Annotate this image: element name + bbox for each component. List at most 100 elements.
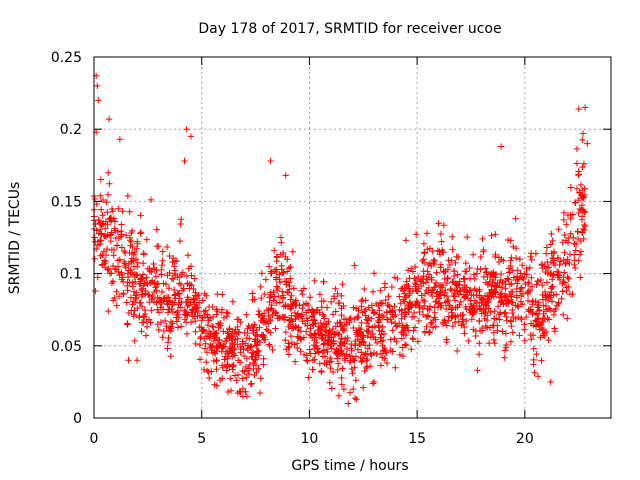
- data-point: [391, 320, 399, 327]
- data-point: [524, 280, 532, 288]
- data-point: [449, 246, 456, 253]
- data-point: [338, 335, 345, 342]
- data-point: [183, 126, 190, 133]
- data-point: [518, 316, 525, 323]
- data-point: [115, 234, 123, 242]
- data-point: [165, 284, 173, 292]
- x-tick-label: 15: [408, 431, 426, 447]
- data-point: [494, 303, 502, 310]
- data-point: [341, 352, 348, 360]
- data-point: [492, 283, 499, 290]
- data-point: [444, 275, 452, 282]
- data-point: [160, 296, 167, 304]
- data-point: [519, 274, 526, 281]
- data-point: [265, 263, 273, 270]
- data-point: [546, 306, 554, 314]
- data-point: [146, 267, 154, 275]
- data-point: [420, 249, 428, 256]
- data-point: [279, 270, 286, 277]
- data-point: [576, 205, 584, 213]
- data-point: [462, 259, 470, 267]
- data-point: [497, 291, 504, 298]
- data-point: [319, 353, 327, 360]
- data-point: [159, 248, 166, 255]
- data-point: [376, 327, 383, 335]
- data-point: [226, 325, 233, 332]
- data-point: [247, 381, 254, 388]
- data-point: [405, 302, 412, 310]
- data-point: [257, 283, 264, 291]
- data-point: [451, 290, 458, 298]
- data-point: [465, 337, 472, 345]
- data-point: [567, 230, 574, 237]
- data-point: [257, 375, 264, 382]
- data-point: [433, 298, 440, 305]
- data-point: [438, 238, 445, 245]
- data-point: [272, 309, 280, 317]
- data-point: [491, 339, 499, 347]
- data-point: [460, 294, 468, 301]
- data-point: [431, 283, 439, 291]
- data-point: [415, 304, 423, 311]
- data-point: [309, 309, 317, 316]
- data-point: [291, 358, 299, 365]
- data-point: [247, 343, 255, 351]
- data-point: [462, 303, 469, 311]
- data-point: [266, 315, 274, 323]
- data-point: [113, 302, 120, 309]
- data-point: [332, 308, 339, 315]
- data-point: [577, 181, 585, 189]
- data-point: [577, 237, 585, 245]
- data-point: [92, 287, 99, 295]
- data-point: [426, 303, 434, 310]
- data-point: [382, 296, 389, 304]
- data-point: [501, 354, 508, 361]
- data-point: [419, 257, 426, 265]
- data-point: [205, 303, 213, 311]
- data-point: [223, 309, 230, 316]
- data-point: [463, 268, 470, 275]
- data-point: [501, 293, 509, 301]
- data-point: [240, 346, 247, 353]
- data-point: [311, 317, 318, 324]
- data-point: [415, 273, 422, 281]
- data-point: [210, 323, 217, 331]
- data-point: [188, 282, 195, 289]
- data-point: [482, 265, 489, 272]
- data-point: [368, 315, 375, 322]
- data-point: [434, 247, 442, 254]
- data-point: [258, 294, 265, 302]
- data-point: [282, 328, 290, 336]
- data-point: [428, 262, 435, 270]
- data-point: [480, 246, 487, 254]
- data-point: [182, 319, 190, 326]
- data-point: [503, 317, 510, 324]
- data-point: [408, 313, 416, 321]
- data-point: [387, 308, 394, 315]
- data-point: [498, 290, 505, 297]
- data-point: [288, 325, 296, 332]
- data-point: [204, 367, 211, 375]
- data-point: [283, 268, 291, 275]
- data-point: [346, 389, 354, 396]
- data-point: [340, 325, 348, 333]
- data-point: [512, 245, 520, 252]
- data-point: [229, 362, 237, 370]
- data-point: [518, 284, 525, 291]
- data-point: [91, 234, 98, 241]
- data-point: [327, 339, 334, 346]
- data-point: [502, 292, 510, 299]
- data-point: [510, 243, 517, 250]
- data-point: [539, 264, 546, 272]
- data-point: [169, 258, 176, 266]
- data-point: [416, 302, 423, 310]
- data-point: [432, 298, 439, 306]
- data-point: [297, 348, 304, 355]
- data-point: [128, 258, 135, 265]
- data-point: [202, 358, 210, 366]
- y-tick-label: 0.15: [51, 194, 82, 210]
- data-point: [508, 299, 515, 306]
- data-point: [316, 291, 324, 298]
- data-point: [497, 143, 505, 150]
- data-point: [491, 307, 498, 315]
